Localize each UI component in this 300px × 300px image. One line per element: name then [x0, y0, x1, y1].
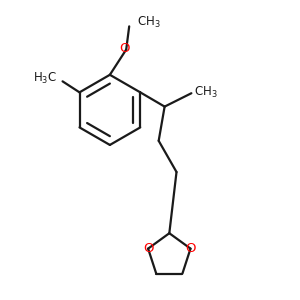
- Text: CH$_3$: CH$_3$: [136, 15, 160, 30]
- Text: O: O: [143, 242, 153, 255]
- Text: O: O: [185, 242, 196, 255]
- Text: H$_3$C: H$_3$C: [32, 71, 57, 86]
- Text: CH$_3$: CH$_3$: [194, 85, 218, 100]
- Text: O: O: [119, 42, 130, 55]
